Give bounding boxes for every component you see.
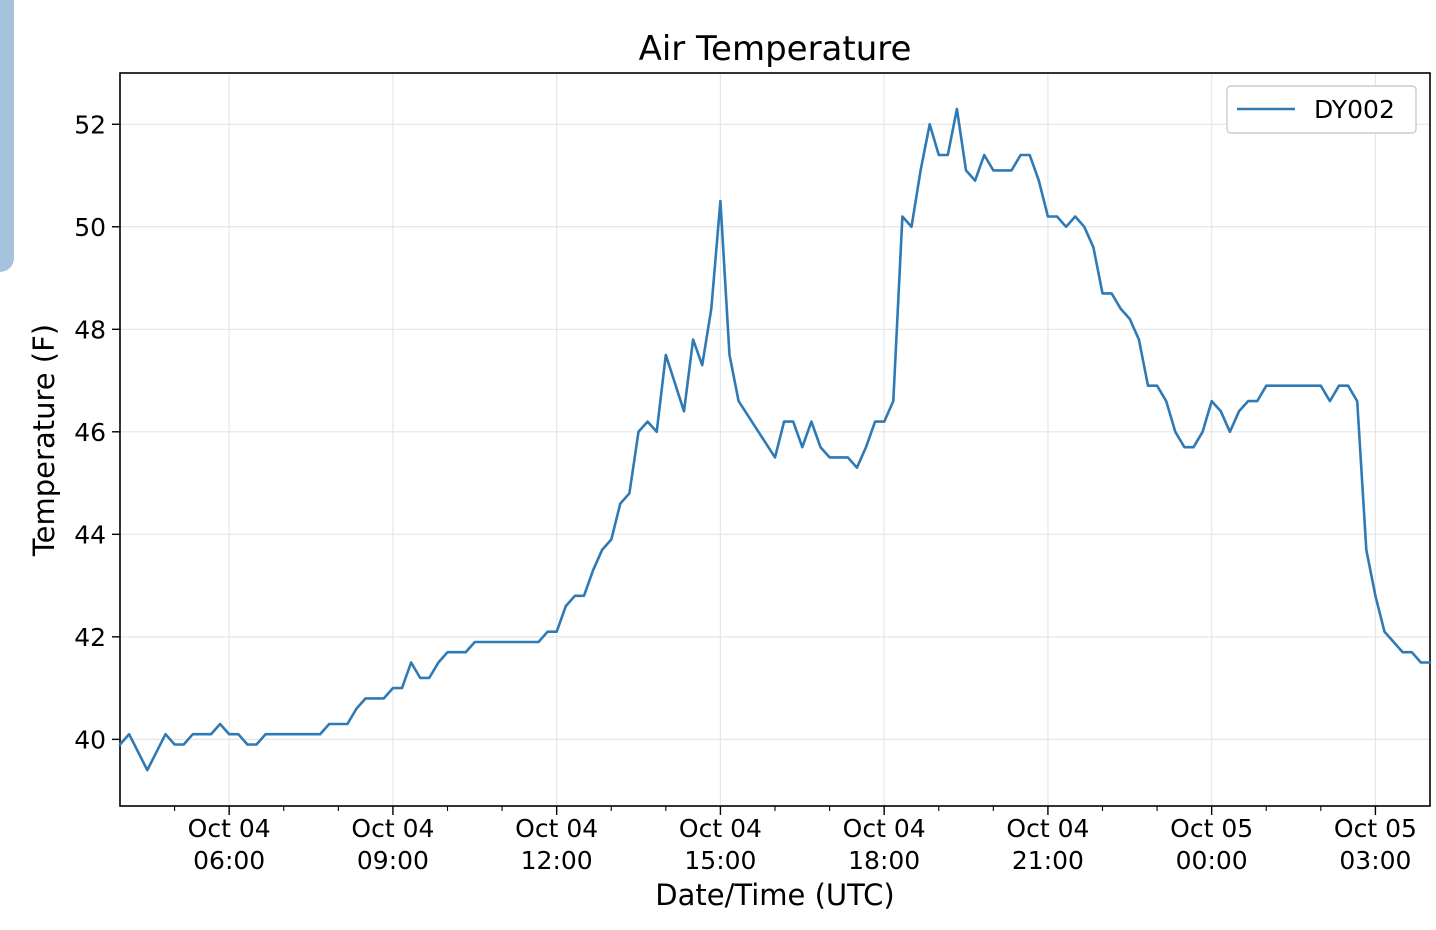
x-tick-label-time: 03:00 xyxy=(1339,846,1411,875)
series-layer xyxy=(118,107,1432,772)
side-panel-tab[interactable] xyxy=(0,0,14,272)
x-tick-label-date: Oct 04 xyxy=(188,814,271,843)
x-tick-label-date: Oct 04 xyxy=(843,814,926,843)
x-tick-label-date: Oct 05 xyxy=(1170,814,1253,843)
x-tick-label-time: 18:00 xyxy=(848,846,920,875)
y-tick-label: 44 xyxy=(74,520,106,549)
y-axis-label: Temperature (F) xyxy=(27,324,61,557)
y-tick-label: 50 xyxy=(74,213,106,242)
y-tick-label: 40 xyxy=(74,725,106,754)
x-tick-label-time: 06:00 xyxy=(193,846,265,875)
legend: DY002 xyxy=(1226,85,1417,134)
y-tick-label: 46 xyxy=(74,418,106,447)
y-tick-label: 52 xyxy=(74,110,106,139)
y-tick-label: 48 xyxy=(74,315,106,344)
plot-area-frame xyxy=(119,72,1431,807)
grid-lines xyxy=(120,73,1430,806)
legend-label: DY002 xyxy=(1314,95,1395,124)
x-tick-label-time: 09:00 xyxy=(357,846,429,875)
x-tick-label-time: 12:00 xyxy=(521,846,593,875)
chart-title: Air Temperature xyxy=(639,29,912,69)
x-tick-label-date: Oct 05 xyxy=(1334,814,1417,843)
y-tick-label: 42 xyxy=(74,623,106,652)
x-tick-label-date: Oct 04 xyxy=(515,814,598,843)
x-axis-label: Date/Time (UTC) xyxy=(655,878,894,912)
x-tick-label-date: Oct 04 xyxy=(679,814,762,843)
legend-box xyxy=(1226,85,1417,134)
x-tick-label-date: Oct 04 xyxy=(1006,814,1089,843)
x-tick-label-time: 21:00 xyxy=(1012,846,1084,875)
x-tick-label-date: Oct 04 xyxy=(351,814,434,843)
series-line-dy002 xyxy=(118,107,1432,772)
x-tick-label-time: 00:00 xyxy=(1176,846,1248,875)
x-tick-label-time: 15:00 xyxy=(684,846,756,875)
axis-ticks: 40 42 44 46 48 50 52 Oct 04 06:00 Oct 04 09:00 Oct … xyxy=(74,110,1417,875)
